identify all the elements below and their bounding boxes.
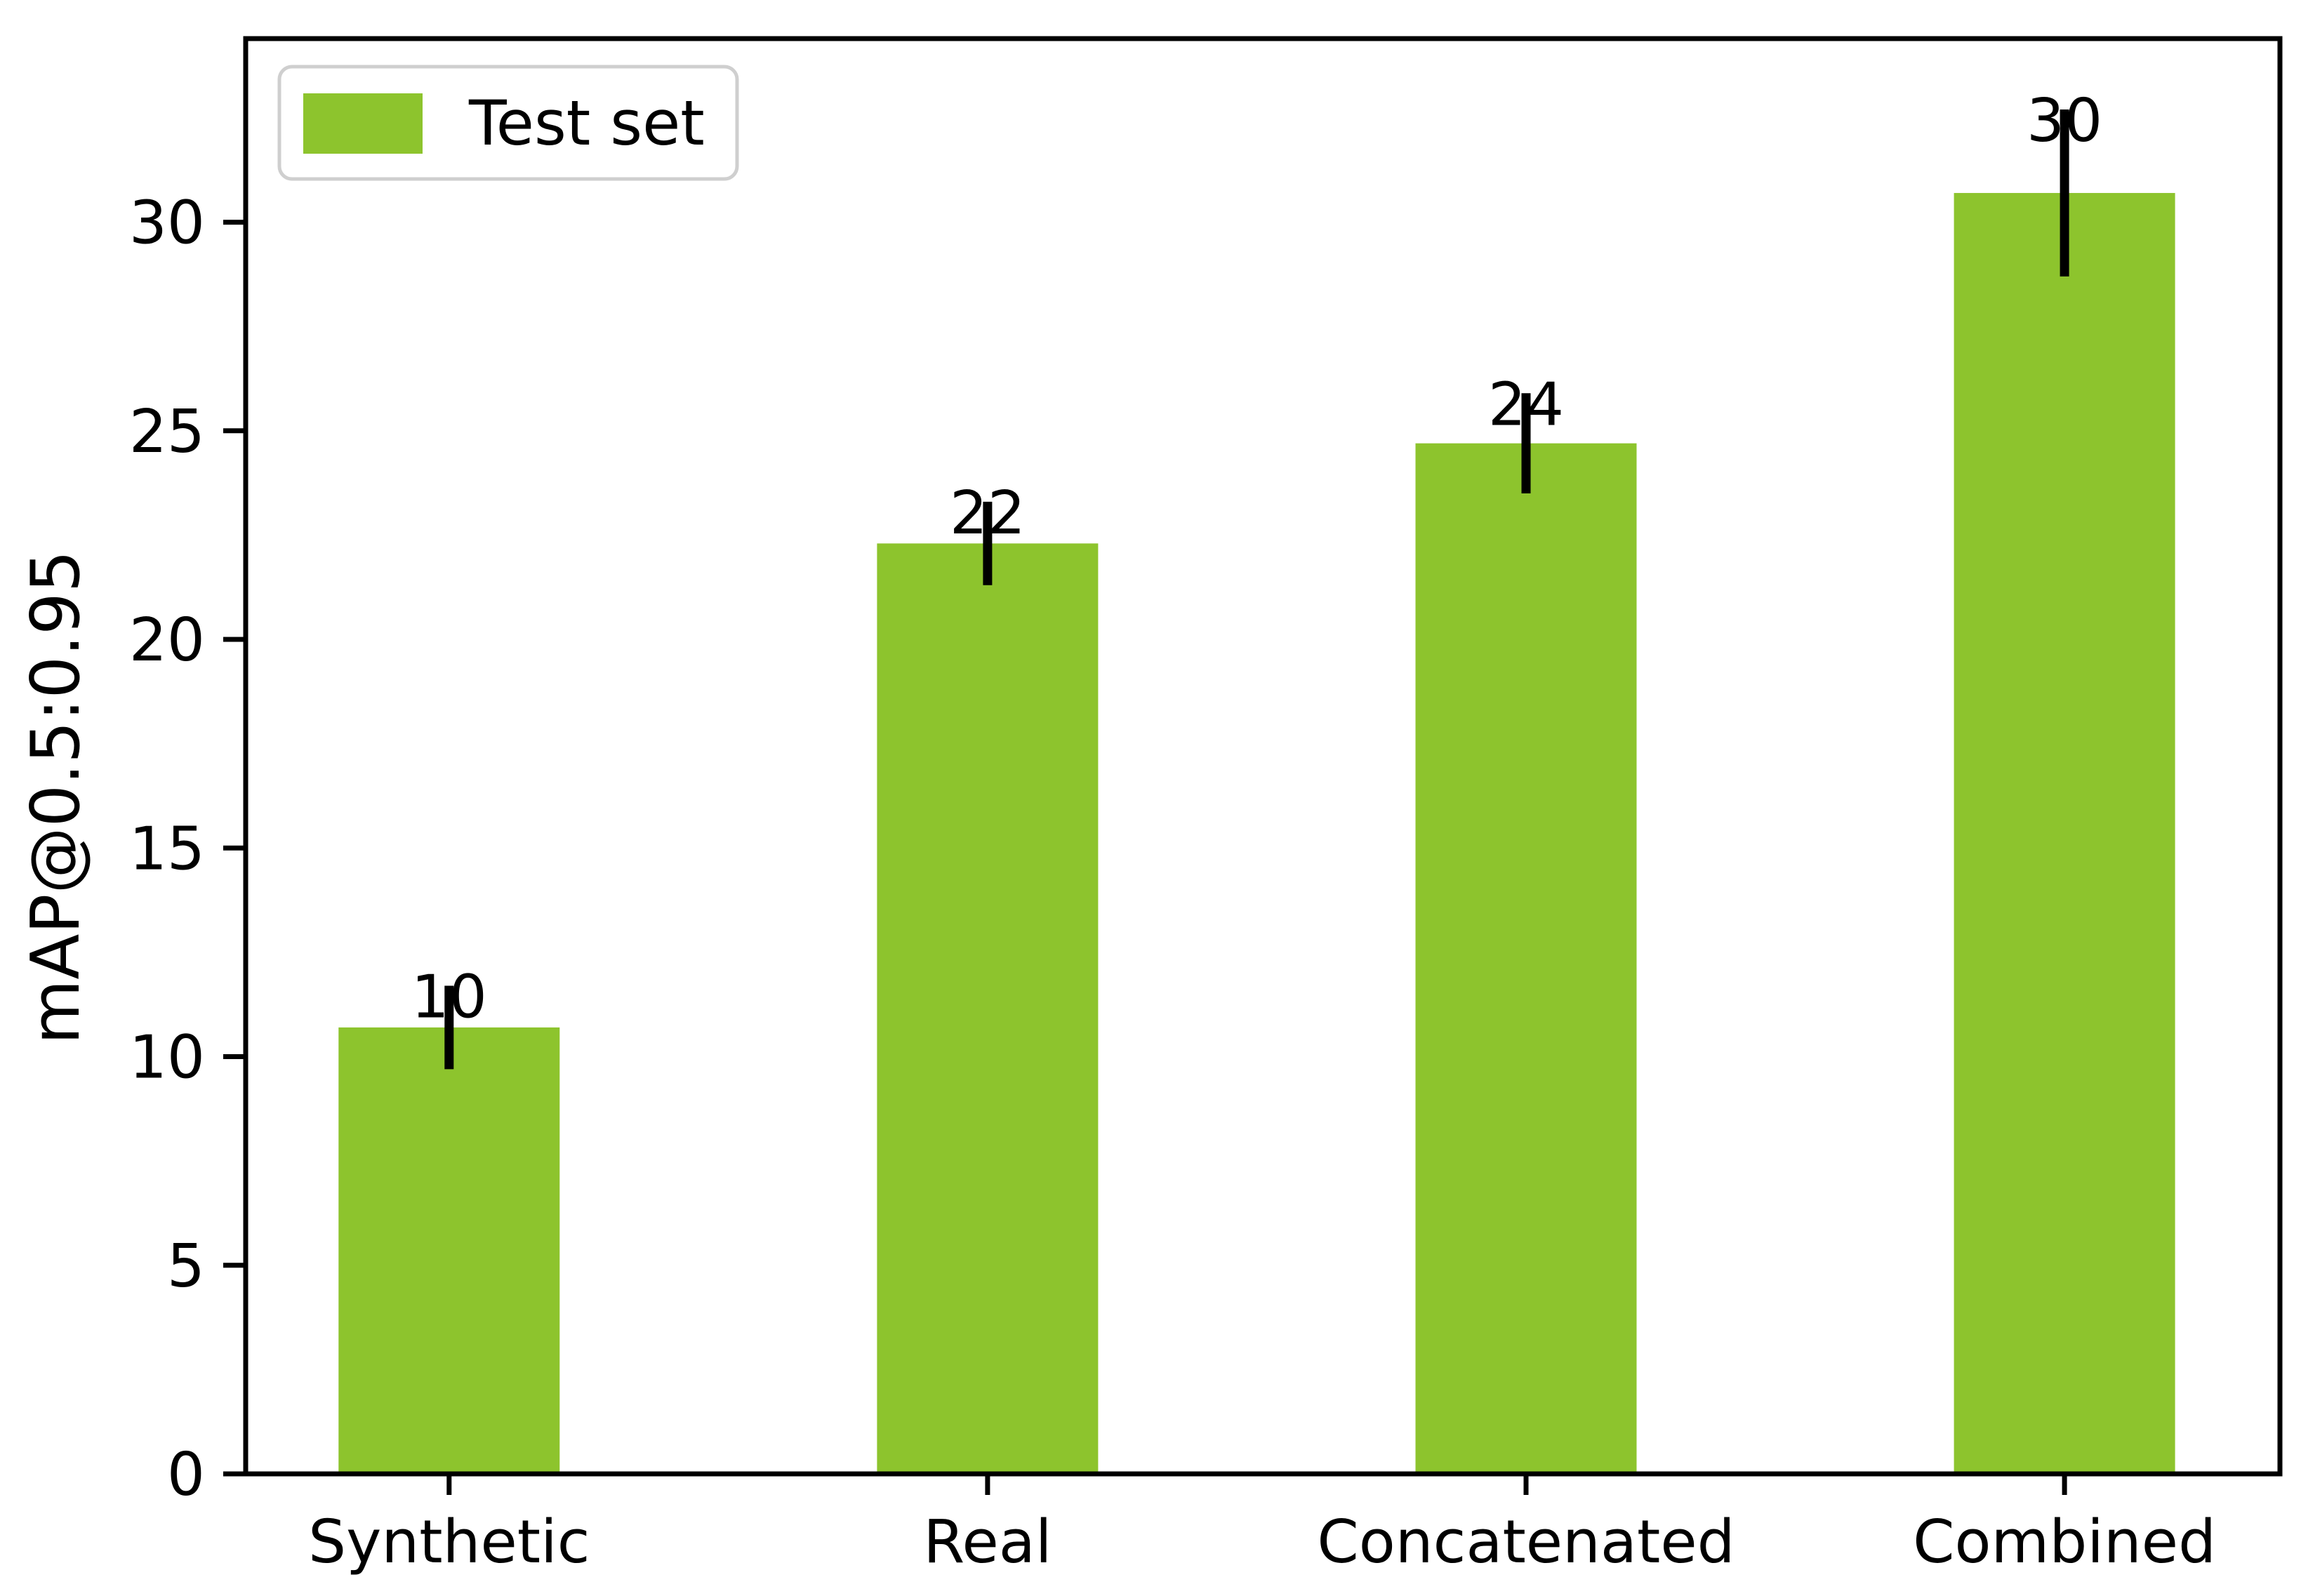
x-ticks-group: Synthetic Real Concatenated Combined (308, 1474, 2216, 1577)
y-tick-label: 0 (167, 1440, 205, 1510)
x-tick-label: Combined (1913, 1508, 2216, 1577)
bar-value-labels-group: 10 22 24 30 (411, 86, 2102, 1032)
bar-synthetic (338, 1027, 560, 1474)
y-tick-label: 25 (129, 397, 205, 467)
y-tick-label: 10 (129, 1023, 205, 1093)
bar-combined (1954, 192, 2175, 1474)
legend: Test set (277, 65, 739, 181)
legend-label: Test set (468, 87, 705, 159)
plot-frame (243, 36, 2283, 1477)
x-tick-label: Real (923, 1508, 1052, 1577)
y-tick-label: 5 (167, 1232, 205, 1301)
y-tick-label: 30 (129, 189, 205, 258)
bar-value-label: 10 (411, 962, 487, 1032)
y-axis-label: mAP@0.5:0.95 (18, 550, 95, 1044)
y-tick-label: 15 (129, 814, 205, 884)
bar-value-label: 24 (1488, 370, 1564, 439)
bar-concatenated (1415, 443, 1637, 1474)
legend-swatch (303, 93, 423, 154)
x-tick-label: Synthetic (308, 1508, 590, 1577)
bar-value-label: 30 (2027, 86, 2102, 156)
x-tick-label: Concatenated (1317, 1508, 1735, 1577)
bar-real (877, 543, 1099, 1474)
y-ticks-group: 0 5 10 15 20 25 30 (129, 189, 246, 1510)
bar-value-label: 22 (950, 479, 1026, 548)
error-bars-group (444, 109, 2069, 1070)
bars-group (338, 192, 2175, 1474)
y-tick-label: 20 (129, 606, 205, 675)
